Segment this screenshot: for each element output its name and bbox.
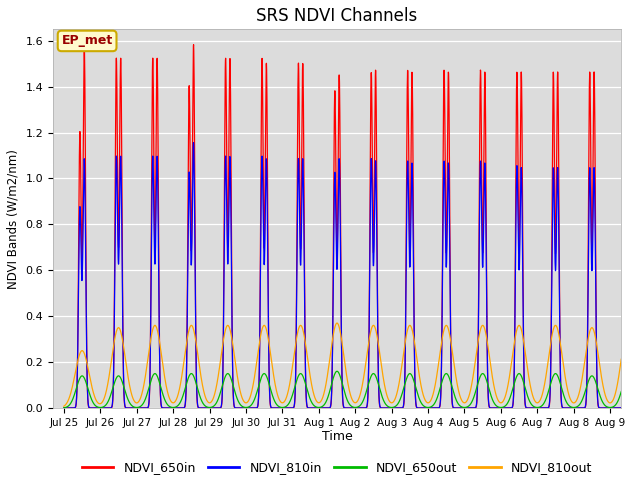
Title: SRS NDVI Channels: SRS NDVI Channels xyxy=(257,7,418,25)
NDVI_810in xyxy=(179,405,187,411)
Legend: NDVI_650in, NDVI_810in, NDVI_650out, NDVI_810out: NDVI_650in, NDVI_810in, NDVI_650out, NDV… xyxy=(77,456,597,479)
NDVI_810in xyxy=(60,405,68,411)
NDVI_810in xyxy=(636,405,640,411)
NDVI_650in xyxy=(636,405,640,411)
NDVI_650out xyxy=(636,401,640,407)
NDVI_650in xyxy=(554,69,561,75)
Y-axis label: NDVI Bands (W/m2/nm): NDVI Bands (W/m2/nm) xyxy=(7,149,20,288)
NDVI_650out xyxy=(519,377,527,383)
NDVI_650out xyxy=(333,368,341,374)
NDVI_650in xyxy=(60,405,68,411)
NDVI_810out xyxy=(519,333,527,339)
NDVI_650out xyxy=(430,401,438,407)
Text: EP_met: EP_met xyxy=(61,35,113,48)
X-axis label: Time: Time xyxy=(322,431,353,444)
Line: NDVI_650out: NDVI_650out xyxy=(64,371,640,408)
NDVI_650in xyxy=(179,405,187,411)
Line: NDVI_650in: NDVI_650in xyxy=(64,45,640,408)
NDVI_650in xyxy=(482,114,490,120)
NDVI_650out xyxy=(60,405,68,410)
NDVI_810out xyxy=(333,320,341,326)
NDVI_810out xyxy=(430,387,438,393)
NDVI_810in xyxy=(430,405,438,411)
NDVI_650out xyxy=(179,392,187,398)
NDVI_650out xyxy=(554,373,561,379)
NDVI_810in xyxy=(554,165,561,170)
NDVI_650in xyxy=(189,42,197,48)
NDVI_810out xyxy=(554,326,561,332)
NDVI_810out xyxy=(179,364,187,370)
NDVI_810in xyxy=(482,189,490,195)
NDVI_650out xyxy=(482,374,490,380)
NDVI_810in xyxy=(189,140,197,145)
NDVI_650in xyxy=(519,225,527,230)
Line: NDVI_810in: NDVI_810in xyxy=(64,143,640,408)
Line: NDVI_810out: NDVI_810out xyxy=(64,323,640,406)
NDVI_810in xyxy=(519,264,527,270)
NDVI_650in xyxy=(430,405,438,411)
NDVI_810out xyxy=(482,329,490,335)
NDVI_810out xyxy=(636,386,640,392)
NDVI_810out xyxy=(60,403,68,409)
